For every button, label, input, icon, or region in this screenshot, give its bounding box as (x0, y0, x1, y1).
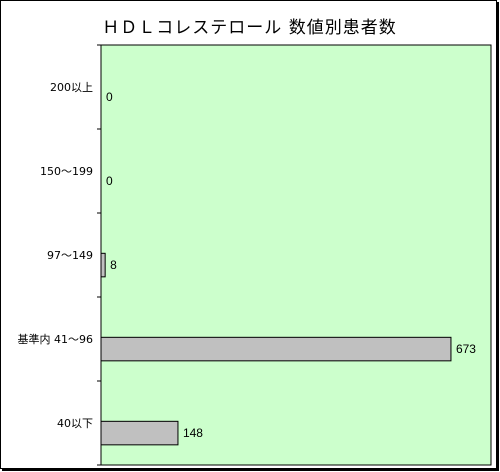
category-label: 97～149 (47, 249, 93, 262)
bar (100, 336, 452, 362)
bars (100, 252, 452, 446)
category-label: 150～199 (40, 165, 93, 178)
category-label: 40以下 (57, 417, 93, 430)
bar (100, 420, 179, 446)
value-label: 148 (183, 426, 203, 440)
value-label: 0 (106, 174, 113, 188)
value-labels: 0 0 8 673 148 (106, 90, 476, 440)
plot-area (100, 44, 492, 466)
value-label: 0 (106, 90, 113, 104)
value-label: 8 (110, 258, 117, 272)
bar (100, 252, 106, 278)
category-label: 200以上 (50, 81, 93, 94)
y-axis-ticks (97, 44, 101, 466)
chart-title: ＨＤＬコレステロール 数値別患者数 (102, 18, 397, 38)
category-label: 基準内 41～96 (18, 332, 94, 346)
value-label: 673 (456, 342, 476, 356)
category-labels: 200以上 150～199 97～149 基準内 41～96 40以下 (18, 81, 94, 430)
